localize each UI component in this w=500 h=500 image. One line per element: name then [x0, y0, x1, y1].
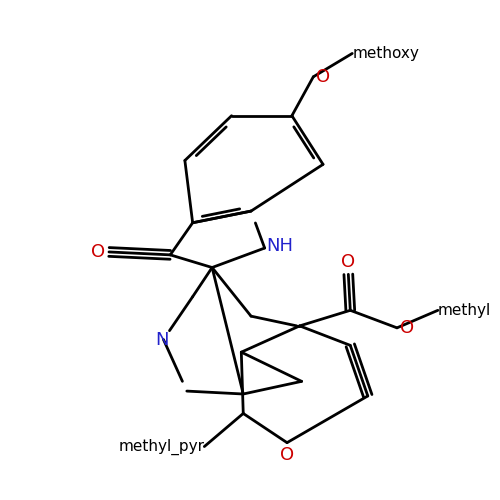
Text: O: O — [342, 254, 355, 272]
Text: methyl: methyl — [438, 303, 491, 318]
Text: N: N — [155, 330, 168, 348]
Text: O: O — [400, 319, 414, 337]
Text: O: O — [316, 68, 330, 86]
Text: methyl_pyr: methyl_pyr — [118, 438, 204, 454]
Text: O: O — [91, 243, 105, 261]
Text: O: O — [280, 446, 294, 464]
Text: NH: NH — [266, 237, 293, 255]
Text: methoxy: methoxy — [352, 46, 419, 61]
